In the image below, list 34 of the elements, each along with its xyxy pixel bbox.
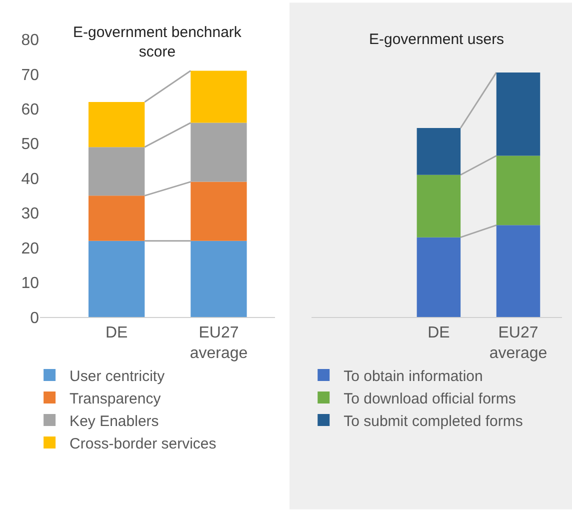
bar xyxy=(88,196,145,241)
legend-label: To submit completed forms xyxy=(344,412,523,430)
bar xyxy=(190,70,247,123)
chart-title: E-government benchnark score xyxy=(73,24,242,60)
bar xyxy=(496,225,540,318)
legend-label: Key Enablers xyxy=(70,412,159,430)
legend-label: To download official forms xyxy=(344,390,516,408)
bar xyxy=(416,237,461,318)
bar xyxy=(88,102,145,148)
x-tick-label: DE xyxy=(428,324,450,342)
chart-title: E-government users xyxy=(369,31,504,48)
y-tick-label: 50 xyxy=(21,136,40,154)
bar xyxy=(190,182,247,241)
x-tick-label: EU27 average xyxy=(489,324,548,362)
bar xyxy=(496,72,540,156)
legend-label: User centricity xyxy=(70,368,166,385)
y-tick-label: 40 xyxy=(21,170,40,188)
bar xyxy=(88,240,145,318)
legend-label: Cross-border services xyxy=(70,435,216,452)
bar xyxy=(496,156,540,226)
y-tick-label: 60 xyxy=(21,101,40,118)
bar xyxy=(190,240,247,318)
y-tick-label: 30 xyxy=(21,206,40,223)
x-tick-label: EU27 average xyxy=(190,324,248,362)
bar xyxy=(416,174,461,238)
y-tick-label: 20 xyxy=(21,240,40,258)
legend-label: Transparency xyxy=(70,390,162,408)
bar xyxy=(416,128,461,175)
y-tick-label: 80 xyxy=(21,32,40,50)
x-tick-label: DE xyxy=(105,324,128,342)
y-tick-label: 70 xyxy=(21,66,40,84)
y-tick-label: 0 xyxy=(30,310,40,327)
y-tick-label: 10 xyxy=(21,275,40,292)
legend-label: To obtain information xyxy=(344,368,483,385)
